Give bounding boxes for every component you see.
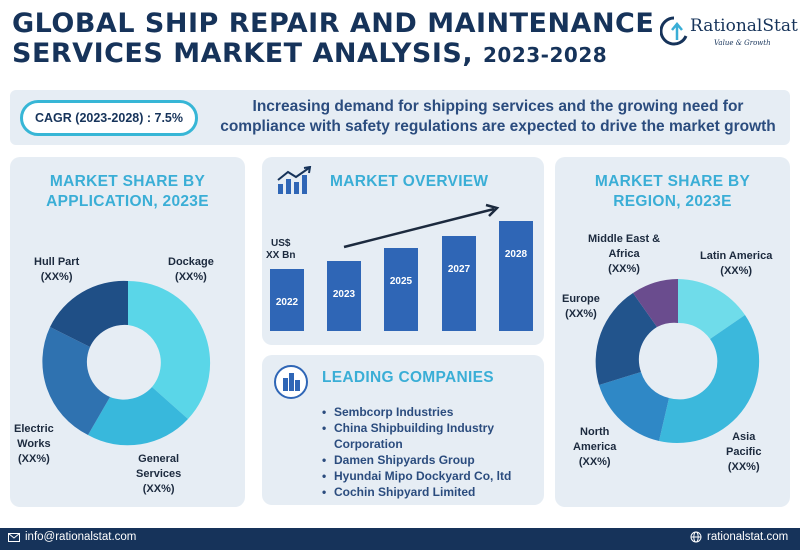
donut-segment-middle-east-africa [633,279,678,327]
cagr-badge: CAGR (2023-2028) : 7.5% [20,100,198,136]
region-donut-chart [595,279,760,444]
footer-email-text[interactable]: info@rationalstat.com [25,531,137,543]
label-general-line1: General [138,453,180,465]
donut-segment-electric-works [42,327,111,435]
label-mea-line2: Africa [608,248,640,260]
donut-segment-dockage [128,280,211,419]
donut-segment-north-america [599,372,669,441]
donut-segment-general-services [88,387,188,446]
donut-segment-asia-pacific [659,315,760,444]
label-electric-works: Electric Works (XX%) [14,422,54,467]
company-item: Damen Shipyards Group [322,452,542,468]
label-north-america: North America (XX%) [573,425,616,470]
logo-mark-icon [659,16,688,46]
donut-segment-europe [595,293,657,385]
bar-label-2022: 2022 [276,297,299,308]
label-dockage-name: Dockage [168,256,214,268]
bar-2023 [327,261,361,331]
unit-line1: US$ [271,238,291,249]
page-title-line1: GLOBAL SHIP REPAIR AND MAINTENANCE [12,8,655,39]
label-europe: Europe (XX%) [562,292,600,322]
donut-segment-latin-america [678,279,745,339]
growth-trend-arrow [343,207,495,249]
label-europe-name: Europe [562,293,600,305]
footer-email[interactable]: info@rationalstat.com [8,531,136,543]
donut-segment-hull-part [50,280,128,347]
company-item: China Shipbuilding Industry [322,420,542,436]
bar-2027 [442,236,476,331]
label-apac-line2: Pacific [726,446,762,458]
market-overview-title: MARKET OVERVIEW [330,173,489,190]
label-dockage: Dockage (XX%) [168,255,214,285]
bar-label-2025: 2025 [390,276,413,287]
page-title-years: 2023-2028 [483,43,608,67]
label-hull-part-name: Hull Part [34,256,80,268]
bar-label-2023: 2023 [333,289,356,300]
application-title-line2: APPLICATION, 2023E [46,193,209,210]
company-item-continuation: Corporation [334,437,403,451]
label-apac-value: (XX%) [727,461,760,473]
unit-label: US$ XX Bn [266,238,295,262]
footer-bar [0,528,800,550]
label-na-line2: America [573,441,617,453]
label-latam-name: Latin America [700,250,773,262]
company-item: Hyundai Mipo Dockyard Co, ltd [322,468,542,484]
globe-icon [690,531,702,543]
application-donut-chart [42,280,211,446]
region-share-title: MARKET SHARE BY REGION, 2023E [555,172,790,212]
banner-line2: compliance with safety regulations are e… [220,118,776,135]
label-apac-line1: Asia [732,431,756,443]
label-asia-pacific: Asia Pacific (XX%) [726,430,761,475]
rationalstat-logo: RationalStat Value & Growth [659,14,798,54]
application-share-title: MARKET SHARE BY APPLICATION, 2023E [10,172,245,212]
label-latam-value: (XX%) [720,265,753,277]
label-general-line2: Services [136,468,182,480]
label-general-services: General Services (XX%) [136,452,181,497]
logo-tagline: Value & Growth [714,39,771,47]
region-title-line2: REGION, 2023E [613,193,732,210]
bar-label-2027: 2027 [448,264,471,275]
page-title-line2: SERVICES MARKET ANALYSIS, 2023-2028 [12,38,607,69]
company-item: Sembcorp Industries [322,404,542,420]
label-mea-value: (XX%) [608,263,640,275]
label-electric-value: (XX%) [17,453,50,465]
label-dockage-value: (XX%) [175,271,207,283]
bar-2028 [499,221,533,331]
label-hull-part-value: (XX%) [40,271,73,283]
page-title-text: SERVICES MARKET ANALYSIS, [12,38,474,69]
label-europe-value: (XX%) [565,308,597,320]
company-item: Cochin Shipyard Limited [322,484,542,500]
label-latin-america: Latin America (XX%) [700,249,772,279]
application-title-line1: MARKET SHARE BY [49,173,206,190]
label-electric-line1: Electric [14,423,54,435]
label-hull-part: Hull Part (XX%) [34,255,79,285]
bar-label-2028: 2028 [505,249,528,260]
growth-trend-arrowhead [485,203,500,217]
bar-2022 [270,269,304,331]
email-icon [8,532,20,542]
label-na-value: (XX%) [578,456,611,468]
banner-text: Increasing demand for shipping services … [212,97,784,137]
companies-list: Sembcorp Industries China Shipbuilding I… [322,404,542,500]
unit-line2: XX Bn [266,250,296,261]
banner-line1: Increasing demand for shipping services … [252,98,744,115]
label-mea-line1: Middle East & [588,233,661,245]
bar-2025 [384,248,418,331]
footer-website-text[interactable]: rationalstat.com [707,531,789,543]
market-overview-bar-chart: 2022 2023 2025 2027 2028 [270,203,533,331]
leading-companies-title: LEADING COMPANIES [322,369,494,386]
label-general-value: (XX%) [142,483,175,495]
label-electric-line2: Works [17,438,51,450]
footer-website[interactable]: rationalstat.com [690,531,788,543]
buildings-icon [274,365,308,399]
label-middle-east-africa: Middle East & Africa (XX%) [588,232,660,277]
label-na-line1: North [580,426,610,438]
growth-chart-icon [277,166,312,194]
logo-name: RationalStat [690,16,798,36]
region-title-line1: MARKET SHARE BY [594,173,751,190]
